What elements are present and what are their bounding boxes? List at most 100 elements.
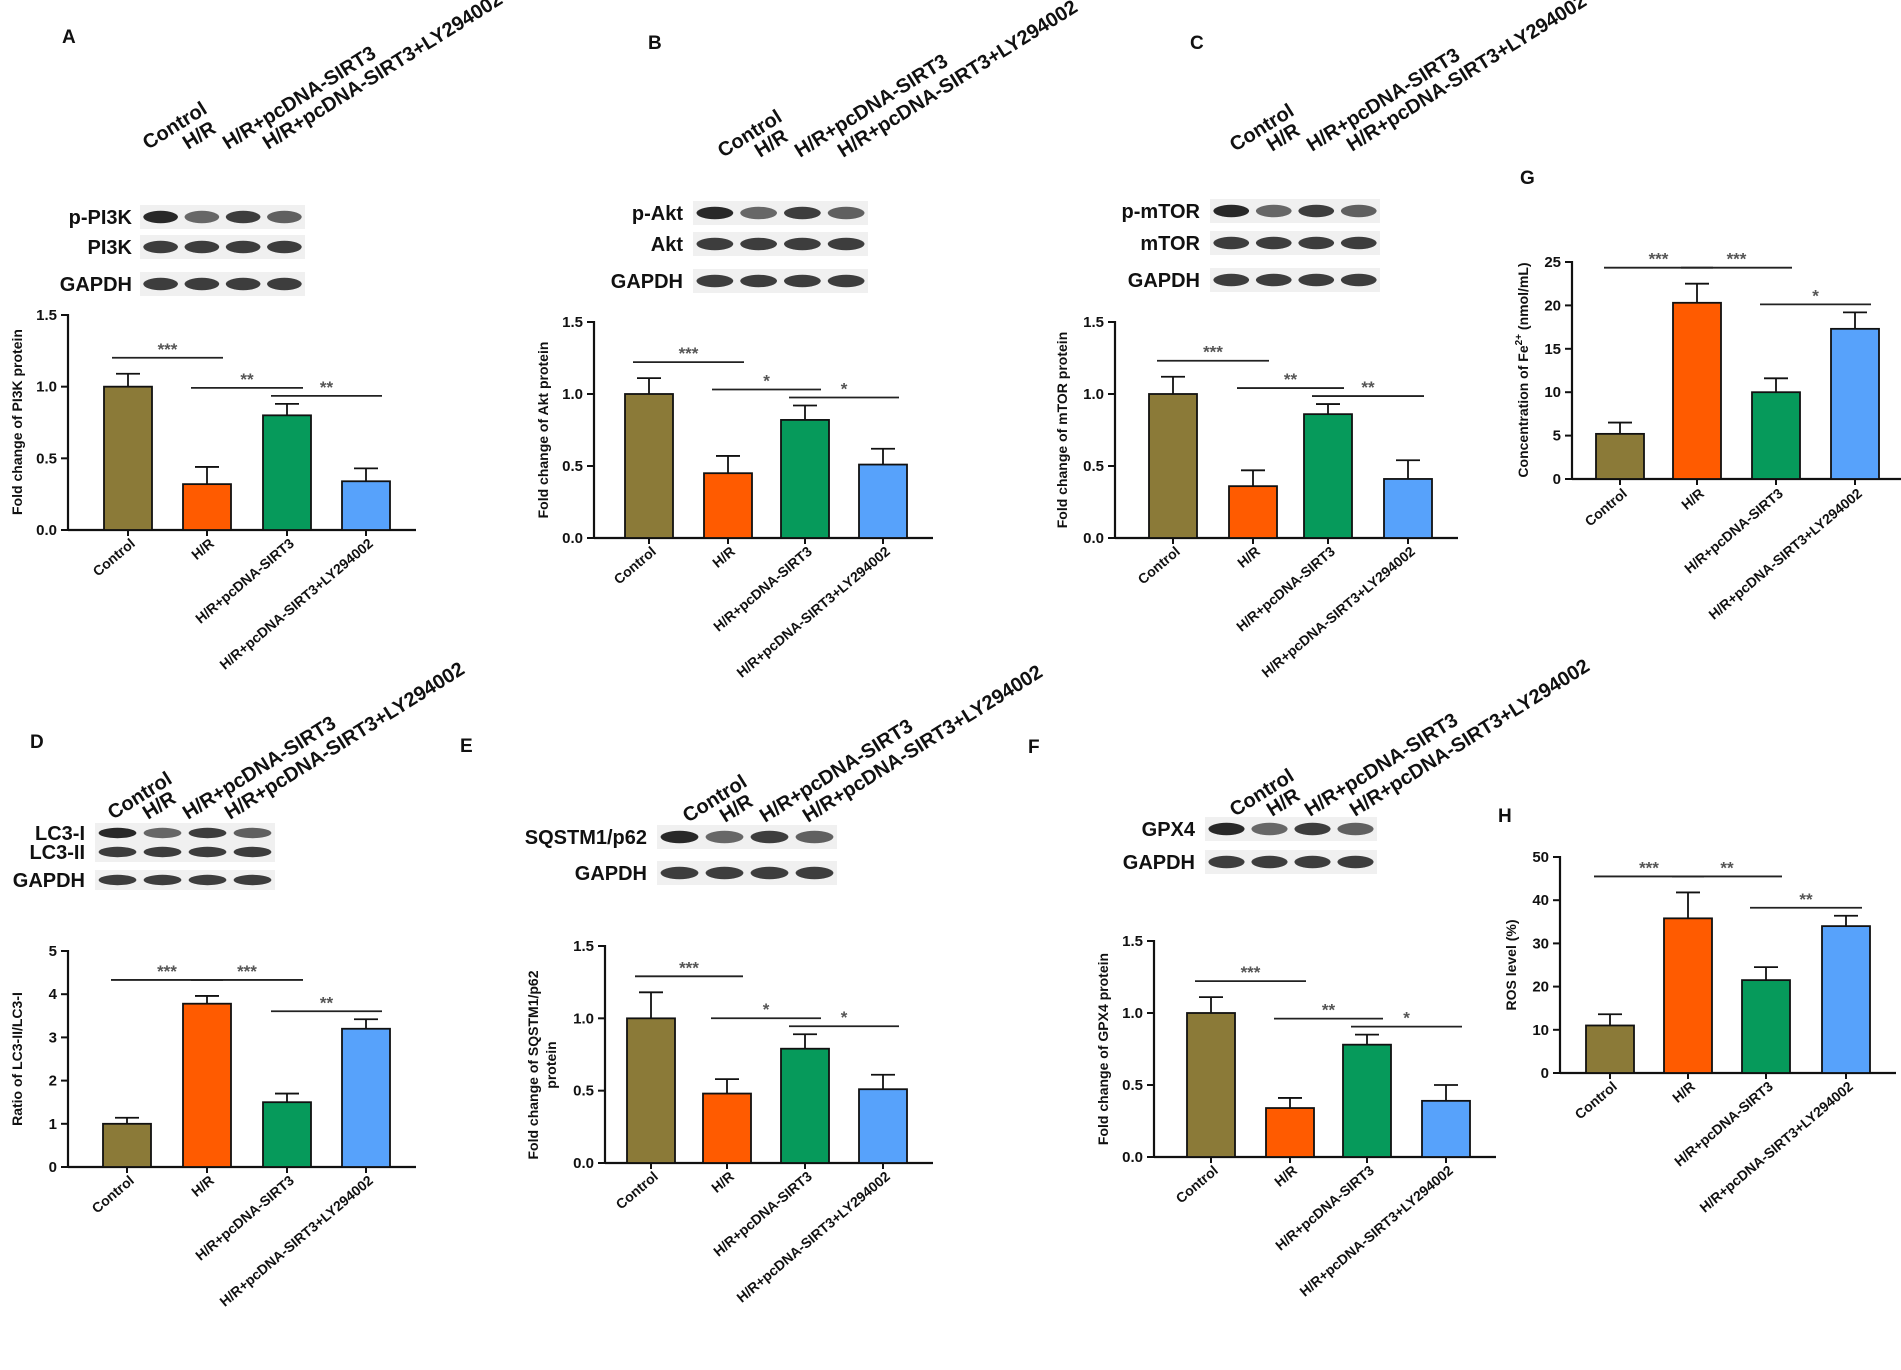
blot-band [1213,273,1250,287]
blot-band [784,237,821,251]
y-tick-label: 0 [49,1159,57,1176]
blot-strip-gapdh [1205,850,1377,874]
blot-strip-mtor [1210,231,1380,255]
category-label-h-r: H/R [709,543,738,571]
blot-band [225,240,261,254]
category-label-h-r-pcdna-sirt3-ly294002: H/R+pcDNA-SIRT3+LY294002 [733,1168,893,1306]
panel-letter: E [460,736,473,757]
y-axis-label: Fold change of mTOR protein [1054,332,1070,529]
blot-row-label-lc3-i: LC3-I [35,823,85,845]
blot-band [660,830,699,844]
y-tick-label: 5 [49,943,57,960]
blot-band [188,827,227,839]
blot-strip-gapdh [693,269,868,293]
blot-band [1294,855,1331,869]
blot-band [1294,822,1331,836]
blot-row-label-pi3k: PI3K [88,237,133,259]
blot-band [98,874,137,886]
blot-strip-akt [693,232,868,256]
category-label-h-r-pcdna-sirt3-ly294002: H/R+pcDNA-SIRT3+LY294002 [1705,485,1865,623]
bar-h-r-pcdna-sirt3 [1342,1043,1392,1158]
y-tick-label: 1.5 [562,314,583,331]
bar-control [1148,393,1198,539]
significance-label: ** [320,993,334,1012]
blot-band [1340,204,1377,218]
category-label-control: Control [613,1168,661,1212]
blot-band [233,827,272,839]
blot-row-label-lc3-ii: LC3-II [29,842,85,864]
blot-band [827,206,865,220]
category-label-h-r: H/R [1669,1078,1698,1106]
panel-letter: A [62,27,76,48]
category-label-h-r: H/R [1271,1162,1300,1190]
bar-h-r [1228,485,1278,539]
y-tick-label: 2 [49,1073,57,1090]
bar-h-r-pcdna-sirt3-ly294002 [341,1027,391,1168]
y-axis-label: Fold change of GPX4 protein [1095,953,1111,1145]
y-tick-label: 0.0 [1083,530,1104,547]
blot-band [143,874,182,886]
bar-chart-c: 0.0 0.5 1.0 1.5 Fold change of mTOR protein C… [1054,314,1458,681]
category-label-h-r: H/R [188,535,217,563]
bar-control [102,1122,152,1168]
blot-row-label-mtor: mTOR [1140,233,1200,255]
y-tick-label: 0.0 [573,1155,594,1172]
blot-band [1213,236,1250,250]
blot-band [184,240,220,254]
significance-label: *** [1203,343,1223,362]
blot-band [225,210,261,224]
panel-letter: B [648,33,662,54]
y-axis-label: Ratio of LC3-II/LC3-I [9,992,25,1126]
y-tick-label: 1.0 [573,1010,594,1027]
lane-label-h-r-pcdna-sirt3-ly294002: H/R+pcDNA-SIRT3+LY294002 [1343,0,1591,156]
y-tick-label: 40 [1532,892,1549,909]
blot-band [1213,204,1250,218]
bar-h-r [703,472,753,539]
blot-row-label-p-akt: p-Akt [632,203,683,225]
blot-band [1340,236,1377,250]
blot-band [705,830,744,844]
blot-band [225,277,261,291]
category-label-h-r-pcdna-sirt3-ly294002: H/R+pcDNA-SIRT3+LY294002 [216,535,376,673]
y-tick-label: 0.0 [36,522,57,539]
blot-row-label-gapdh: GAPDH [575,863,647,885]
y-tick-label: 10 [1532,1022,1549,1039]
blot-strip-p-mtor [1210,199,1380,223]
significance-label: * [763,372,770,391]
panel-letter: D [30,732,44,753]
blot-band [1298,273,1335,287]
lane-label-h-r-pcdna-sirt3-ly294002: H/R+pcDNA-SIRT3+LY294002 [1346,655,1594,821]
blot-band [740,274,777,288]
blot-band [1255,204,1292,218]
y-tick-label: 0.5 [1083,458,1104,475]
blot-row-label-gapdh: GAPDH [1128,270,1200,292]
blot-band [1298,236,1335,250]
y-tick-label: 3 [49,1029,57,1046]
bar-h-r-pcdna-sirt3-ly294002 [1421,1099,1471,1158]
bar-chart-h: H 0 10 20 30 40 50 ROS level (%) Control H/RH/R+p… [1498,806,1896,1216]
blot-band [143,277,178,291]
bar-h-r-pcdna-sirt3-ly294002 [858,463,908,539]
blot-strip-sqstm1-p62 [657,825,837,849]
category-label-h-r-pcdna-sirt3-ly294002: H/R+pcDNA-SIRT3+LY294002 [1696,1078,1856,1216]
category-label-h-r: H/R [188,1172,217,1200]
bar-control [626,1017,676,1164]
blot-band [188,846,227,858]
category-label-h-r: H/R [1678,485,1707,513]
significance-label: * [841,1008,848,1027]
bar-h-r-pcdna-sirt3 [780,1047,830,1164]
blot-band [143,210,178,224]
blot-band [750,866,789,880]
bar-h-r-pcdna-sirt3 [262,1101,312,1168]
blot-row-label-gapdh: GAPDH [1123,852,1195,874]
significance-label: ** [320,378,334,397]
significance-label: *** [1639,858,1659,877]
y-tick-label: 50 [1532,849,1549,866]
bar-h-r [1663,917,1713,1074]
blot-band [184,277,220,291]
significance-label: ** [240,370,254,389]
panel-letter: F [1028,737,1040,758]
y-tick-label: 0.5 [573,1083,594,1100]
